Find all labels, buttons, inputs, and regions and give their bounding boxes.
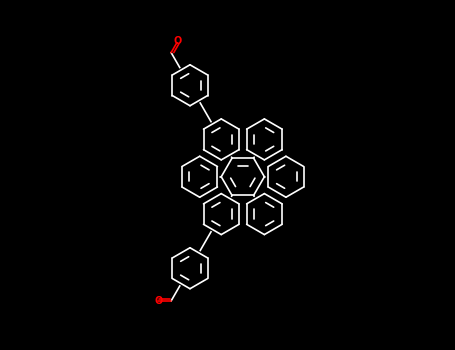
Text: O: O [154,296,162,306]
Text: O: O [173,36,182,47]
